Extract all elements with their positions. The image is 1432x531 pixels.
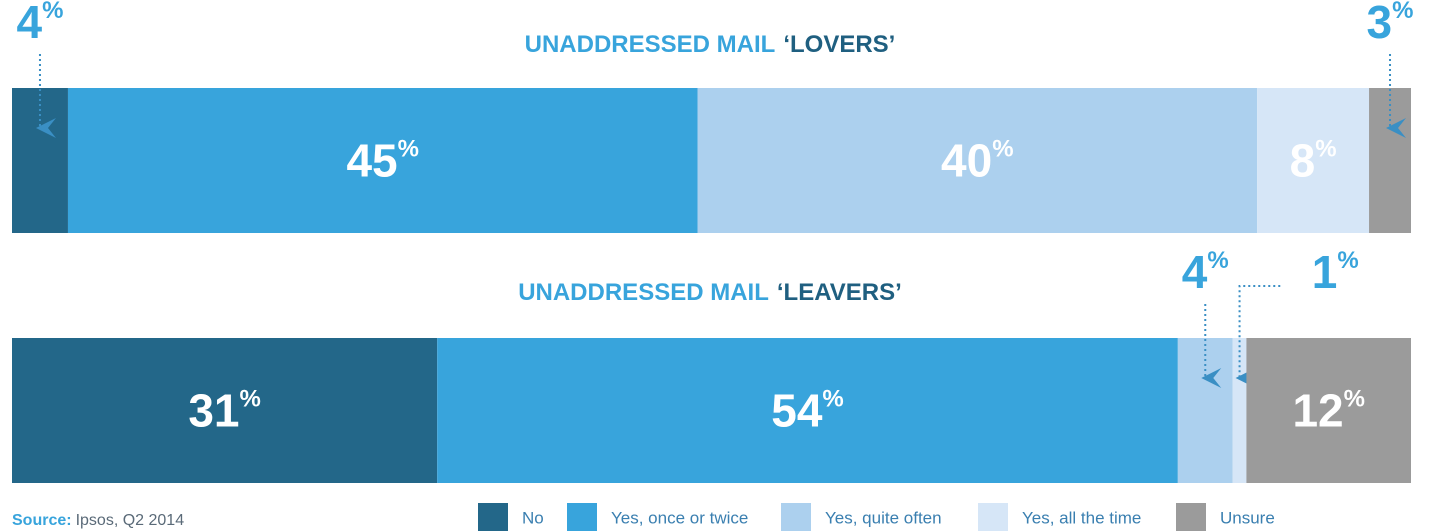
- bar-title: UNADDRESSED MAIL ‘LEAVERS’: [518, 279, 902, 306]
- legend-swatch: [781, 503, 811, 531]
- bar-segment: [12, 88, 68, 233]
- bar-segment: [67, 88, 698, 233]
- legend-label: Yes, quite often: [825, 508, 942, 527]
- value-number: 8: [1290, 135, 1316, 187]
- data-label: 4%: [17, 0, 64, 48]
- data-label: 1%: [1312, 246, 1359, 298]
- value-number: 45: [346, 135, 397, 187]
- value-unit: %: [42, 0, 63, 24]
- legend-swatch: [978, 503, 1008, 531]
- data-label: 4%: [1182, 246, 1229, 298]
- bar-segment: [1177, 338, 1233, 483]
- value-unit: %: [992, 136, 1013, 163]
- value-unit: %: [822, 386, 843, 413]
- data-label: 12%: [1292, 385, 1365, 437]
- title-part: UNADDRESSED MAIL: [525, 31, 776, 58]
- data-label: 45%: [346, 135, 419, 187]
- value-number: 31: [188, 385, 239, 437]
- value-number: 12: [1292, 385, 1343, 437]
- value-number: 40: [941, 135, 992, 187]
- legend-swatch: [567, 503, 597, 531]
- bar-title: UNADDRESSED MAIL ‘LOVERS’: [525, 31, 896, 58]
- title-part: ‘LOVERS’: [783, 31, 895, 58]
- legend-label: Yes, once or twice: [611, 508, 748, 527]
- value-unit: %: [1207, 247, 1228, 274]
- callout-line: [1235, 285, 1281, 388]
- value-number: 1: [1312, 246, 1338, 298]
- value-number: 3: [1367, 0, 1393, 48]
- value-number: 4: [17, 0, 43, 48]
- value-unit: %: [240, 386, 261, 413]
- data-label: 3%: [1367, 0, 1414, 48]
- value-unit: %: [398, 136, 419, 163]
- bar-segment: [437, 338, 1178, 483]
- legend-swatch: [1176, 503, 1206, 531]
- legend-label: Unsure: [1220, 508, 1275, 527]
- data-label: 8%: [1290, 135, 1337, 187]
- value-unit: %: [1315, 136, 1336, 163]
- legend-label: Yes, all the time: [1022, 508, 1141, 527]
- data-label: 40%: [941, 135, 1014, 187]
- bar-segment: [12, 338, 438, 483]
- legend-label: No: [522, 508, 544, 527]
- source: Source: Ipsos, Q2 2014: [12, 512, 184, 529]
- value-number: 54: [771, 385, 823, 437]
- source-label: Source:: [12, 512, 72, 529]
- bar-segment: [697, 88, 1258, 233]
- title-part: ‘LEAVERS’: [777, 279, 902, 306]
- source-text: Ipsos, Q2 2014: [76, 512, 185, 529]
- value-unit: %: [1344, 386, 1365, 413]
- bar-segment: [1369, 88, 1411, 233]
- legend-swatch: [478, 503, 508, 531]
- value-number: 4: [1182, 246, 1208, 298]
- bar-segment: [1257, 88, 1370, 233]
- bar-segment: [1246, 338, 1411, 483]
- data-label: 54%: [771, 385, 844, 437]
- title-part: UNADDRESSED MAIL: [518, 279, 769, 306]
- bar-segment: [1232, 338, 1247, 483]
- value-unit: %: [1337, 247, 1358, 274]
- value-unit: %: [1392, 0, 1413, 24]
- data-label: 31%: [188, 385, 261, 437]
